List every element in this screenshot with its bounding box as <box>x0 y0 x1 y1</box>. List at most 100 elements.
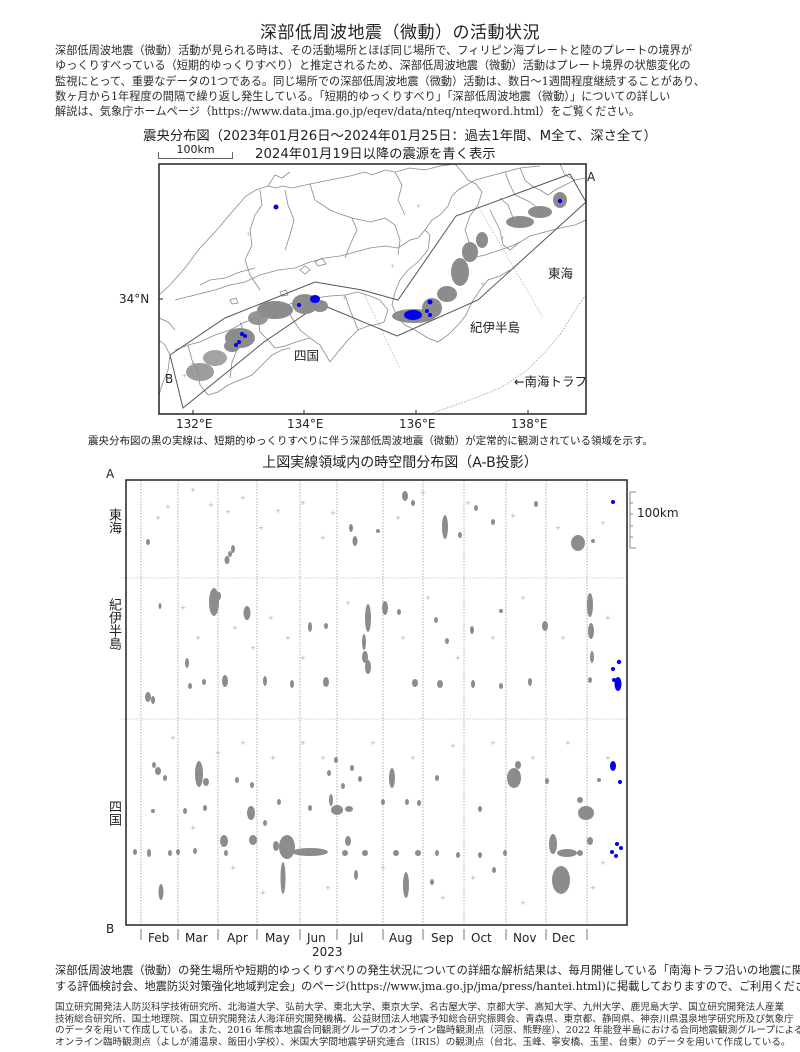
lon-label-138e: 138°E <box>511 417 548 431</box>
svg-text:+: + <box>285 634 291 642</box>
spacetime-region-tokai: 東海 <box>106 508 121 534</box>
month-label-oct: Oct <box>471 931 492 945</box>
svg-text:+: + <box>380 864 386 872</box>
distance-scale-label: 100km <box>637 506 679 520</box>
month-label-sep: Sep <box>431 931 454 945</box>
svg-text:+: + <box>500 235 505 242</box>
credit-line: オンライン臨時観測点（よしが浦温泉、飯田小学校）、米国大学間地震学研究連合（IR… <box>55 1037 791 1049</box>
svg-text:+: + <box>320 534 326 542</box>
svg-text:+: + <box>275 507 281 515</box>
region-separator <box>477 205 543 317</box>
svg-text:+: + <box>455 654 461 662</box>
svg-text:+: + <box>342 295 347 302</box>
svg-text:+: + <box>450 742 456 750</box>
recent-epicenters <box>234 198 563 347</box>
credit-line: 国立研究開発法人防災科学技術研究所、北海道大学、弘前大学、東北大学、東京大学、名… <box>55 1002 785 1013</box>
svg-text:+: + <box>240 739 246 747</box>
map-note: 震央分布図の黒の実線は、短期的ゆっくりすべりに伴う深部低周波地震（微動）が定常的… <box>88 435 653 447</box>
map-subtitle: 2024年01月19日以降の震源を青く表示 <box>255 147 496 162</box>
credit-line: 技術総合研究所、国土地理院、国立研究開発法人海洋研究開発機構、公益財団法人地震予… <box>55 1013 794 1025</box>
year-label: 2023 <box>312 945 343 959</box>
svg-text:+: + <box>190 486 196 494</box>
lon-label-132e: 132°E <box>176 417 213 431</box>
month-label-dec: Dec <box>552 931 576 945</box>
lon-label-136e: 136°E <box>399 417 436 431</box>
svg-text:+: + <box>390 263 395 270</box>
svg-text:+: + <box>465 499 471 507</box>
intro-text: 深部低周波地震（微動）活動が見られる時は、その活動場所とほぼ同じ場所で、フィリピ… <box>55 43 755 119</box>
svg-text:+: + <box>490 634 496 642</box>
map-label-nankai-trough: ←南海トラフ <box>514 374 587 389</box>
svg-text:+: + <box>320 754 326 762</box>
month-ticks <box>140 929 588 940</box>
intro-line: 解説は、気象庁ホームページ（https://www.data.jma.go.jp… <box>55 105 640 119</box>
spacetime-frame <box>125 479 628 926</box>
svg-text:+: + <box>480 281 485 288</box>
svg-text:+: + <box>270 754 276 762</box>
month-label-apr: Apr <box>227 931 248 945</box>
map-label-kii: 紀伊半島 <box>470 320 521 335</box>
footer-line: する評価検討会、地震防災対策強化地域判定会」のページ(https://www.j… <box>55 980 800 993</box>
svg-text:+: + <box>190 824 196 832</box>
svg-text:+: + <box>590 884 596 892</box>
region-boundaries <box>120 577 627 720</box>
map-point-a: A <box>587 170 596 184</box>
month-label-jul: Jul <box>349 931 364 945</box>
intro-line: 監視にとって、重要なデータの1つである。同じ場所での深部低周波地震（微動）活動は… <box>55 74 705 88</box>
svg-text:+: + <box>215 749 221 757</box>
svg-text:+: + <box>416 203 421 210</box>
spacetime-region-kii: 紀伊半島 <box>106 598 121 650</box>
svg-text:+: + <box>425 594 431 602</box>
map-label-shikoku: 四国 <box>294 348 320 363</box>
svg-text:+: + <box>165 503 171 511</box>
month-gridlines <box>140 480 588 925</box>
svg-text:+: + <box>190 361 195 368</box>
month-label-nov: Nov <box>513 931 537 945</box>
svg-text:+: + <box>395 514 401 522</box>
footer-line: 深部低周波地震（微動）の発生場所や短期的ゆっくりすべりの発生状況についての詳細な… <box>55 964 800 977</box>
svg-text:+: + <box>180 604 186 612</box>
sparse-epicenters: +++ +++ ++ <box>182 203 505 380</box>
map-frame <box>158 163 587 415</box>
svg-text:+: + <box>246 231 251 238</box>
svg-text:+: + <box>170 734 176 742</box>
svg-text:+: + <box>250 644 256 652</box>
map-scale-label: 100km <box>176 143 215 156</box>
svg-text:+: + <box>565 739 571 747</box>
credit-line: のデータを用いて作成している。また、2016 年熊本地震合同観測グループのオンラ… <box>55 1025 800 1037</box>
svg-text:+: + <box>520 594 526 602</box>
svg-text:+: + <box>268 614 274 622</box>
month-label-jun: Jun <box>307 931 326 945</box>
svg-text:+: + <box>600 519 606 527</box>
footer-note: 深部低周波地震（微動）の発生場所や短期的ゆっくりすべりの発生状況についての詳細な… <box>55 963 800 995</box>
svg-text:+: + <box>560 634 566 642</box>
map-label-tokai: 東海 <box>548 266 574 281</box>
svg-text:+: + <box>208 501 214 509</box>
map-title: 震央分布図（2023年01月26日～2024年01月25日：過去1年間、M全て、… <box>143 129 657 144</box>
svg-text:+: + <box>258 524 264 532</box>
spacetime-plot: + + + + + + + + + + + + + + + + + + + + + + + + + + + + + +… <box>120 479 636 940</box>
svg-text:+: + <box>260 889 266 897</box>
spacetime-label-b: B <box>106 922 115 936</box>
intro-line: 深部低周波地震（微動）活動が見られる時は、その活動場所とほぼ同じ場所で、フィリピ… <box>55 44 693 57</box>
scale-bar-line <box>158 152 233 159</box>
coastlines <box>159 164 586 396</box>
svg-text:+: + <box>555 524 561 532</box>
spacetime-title: 上図実線領域内の時空間分布図（A-B投影） <box>262 455 538 471</box>
lat-label-34n: 34°N <box>119 292 150 306</box>
svg-text:+: + <box>605 754 611 762</box>
svg-text:+: + <box>345 599 351 607</box>
map-scale-bar: 100km <box>158 143 233 161</box>
month-label-feb: Feb <box>148 931 170 945</box>
svg-text:+: + <box>195 634 201 642</box>
svg-text:+: + <box>440 894 446 902</box>
lon-label-134e: 134°E <box>287 417 324 431</box>
map-ticks <box>159 298 529 414</box>
distance-scale-bracket <box>629 491 636 549</box>
svg-text:+: + <box>300 739 306 747</box>
svg-text:+: + <box>490 739 496 747</box>
monitoring-region-outline <box>169 173 587 409</box>
svg-text:+: + <box>510 512 516 520</box>
month-label-aug: Aug <box>389 931 413 945</box>
svg-text:+: + <box>605 614 611 622</box>
